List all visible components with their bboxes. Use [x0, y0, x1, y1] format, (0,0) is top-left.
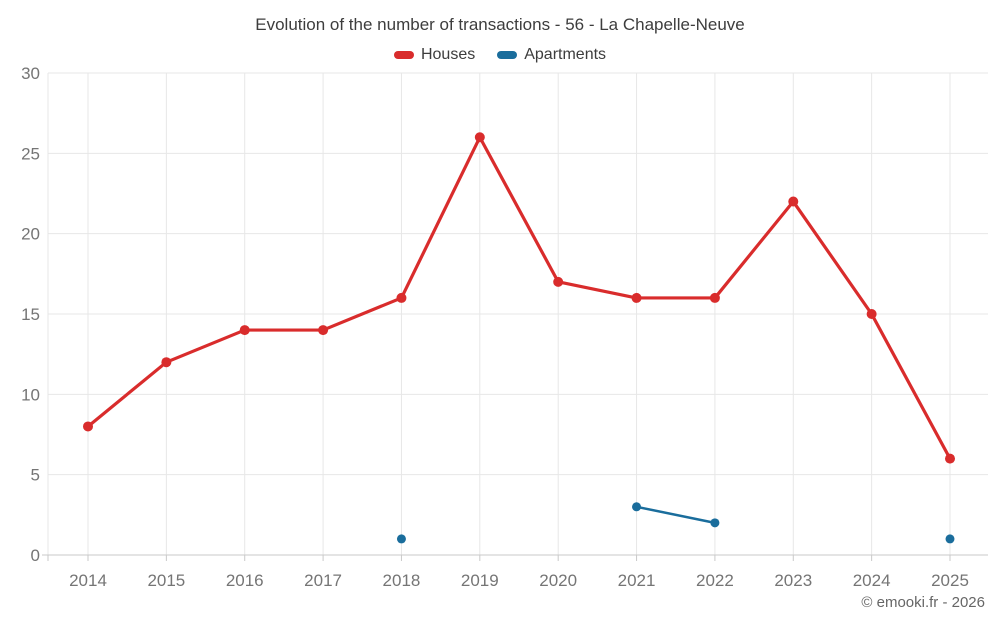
apartments-legend-label: Apartments	[524, 46, 607, 63]
data-point-houses-2025[interactable]	[945, 453, 955, 464]
y-axis-label-10: 10	[21, 385, 40, 404]
data-point-apartments-2018[interactable]	[396, 534, 406, 544]
data-point-houses-2017[interactable]	[318, 325, 329, 336]
data-point-houses-2015[interactable]	[161, 357, 172, 368]
x-axis-label-2017: 2017	[304, 571, 342, 590]
x-axis-label-2022: 2022	[696, 571, 734, 590]
data-point-houses-2022[interactable]	[709, 292, 720, 303]
x-axis-label-2014: 2014	[69, 571, 107, 590]
x-axis-label-2018: 2018	[383, 571, 421, 590]
y-axis-label-15: 15	[21, 305, 40, 324]
data-point-houses-2020[interactable]	[553, 276, 564, 287]
y-axis-label-0: 0	[31, 546, 40, 565]
x-axis-label-2024: 2024	[853, 571, 891, 590]
x-axis-label-2019: 2019	[461, 571, 499, 590]
data-point-apartments-2025[interactable]	[945, 534, 955, 544]
x-axis-label-2015: 2015	[147, 571, 185, 590]
x-axis-label-2021: 2021	[618, 571, 656, 590]
data-point-houses-2023[interactable]	[788, 196, 799, 207]
x-axis-label-2025: 2025	[931, 571, 969, 590]
houses-legend-swatch	[393, 51, 414, 59]
y-axis-label-5: 5	[31, 466, 40, 485]
chart-title: Evolution of the number of transactions …	[255, 15, 745, 34]
legend-item-apartments[interactable]: Apartments	[497, 46, 606, 64]
y-axis-label-30: 30	[21, 64, 40, 83]
data-point-houses-2024[interactable]	[866, 309, 877, 319]
x-axis-label-2020: 2020	[539, 571, 577, 590]
x-axis-label-2023: 2023	[774, 571, 812, 590]
chart-legend: Houses Apartments	[0, 46, 1000, 64]
copyright-footer: © emooki.fr - 2026	[861, 594, 985, 611]
x-axis-label-2016: 2016	[226, 571, 264, 590]
data-point-houses-2016[interactable]	[239, 325, 250, 336]
y-axis-label-20: 20	[21, 225, 40, 244]
data-point-houses-2021[interactable]	[631, 292, 642, 303]
series-line-houses	[86, 135, 952, 461]
data-point-houses-2019[interactable]	[474, 132, 485, 143]
data-point-houses-2018[interactable]	[396, 292, 407, 303]
series-line-apartments	[635, 505, 717, 525]
y-axis-label-25: 25	[21, 144, 40, 163]
data-point-apartments-2022[interactable]	[710, 518, 720, 528]
data-point-houses-2014[interactable]	[83, 421, 93, 432]
legend-item-houses[interactable]: Houses	[393, 46, 476, 64]
apartments-legend-swatch	[497, 51, 518, 59]
houses-legend-label: Houses	[420, 46, 476, 63]
data-point-apartments-2021[interactable]	[632, 502, 642, 512]
